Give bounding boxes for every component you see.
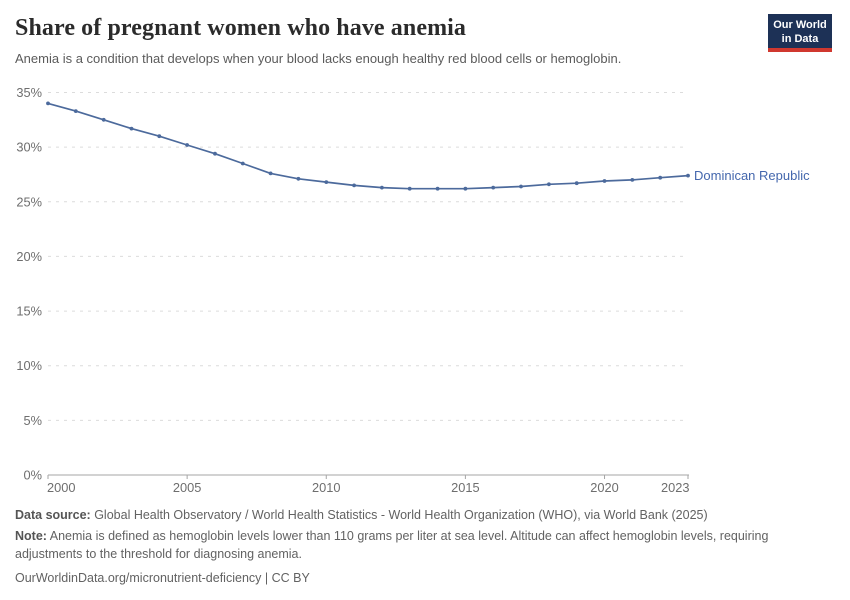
data-point-2020[interactable] xyxy=(602,179,607,183)
chart-header: Share of pregnant women who have anemia … xyxy=(15,15,755,66)
y-tick-label-0: 0% xyxy=(24,468,43,483)
note-line: Note: Anemia is defined as hemoglobin le… xyxy=(15,528,823,563)
data-point-2017[interactable] xyxy=(519,184,523,189)
data-point-2016[interactable] xyxy=(491,185,496,190)
data-point-2015[interactable] xyxy=(463,186,468,191)
data-point-2003[interactable] xyxy=(129,126,134,131)
y-tick-label-20: 20% xyxy=(16,249,42,264)
owid-logo: Our World in Data xyxy=(768,14,832,52)
data-point-2008[interactable] xyxy=(268,171,273,176)
data-point-2009[interactable] xyxy=(296,176,301,181)
data-point-2002[interactable] xyxy=(101,117,106,122)
x-tick-label-2020: 2020 xyxy=(590,480,618,495)
series-line[interactable] xyxy=(47,102,689,190)
data-point-2010[interactable] xyxy=(324,180,329,184)
x-tick-label-2023: 2023 xyxy=(661,480,689,495)
note-text: Anemia is defined as hemoglobin levels l… xyxy=(15,529,769,561)
y-tick-label-15: 15% xyxy=(16,304,42,319)
data-point-2023[interactable] xyxy=(686,173,690,178)
x-tick-label-2000: 2000 xyxy=(47,480,75,495)
data-point-2013[interactable] xyxy=(407,186,412,191)
chart-footer: Data source: Global Health Observatory /… xyxy=(15,507,823,591)
x-tick-label-2010: 2010 xyxy=(312,480,340,495)
data-point-2011[interactable] xyxy=(352,183,356,188)
y-tick-label-5: 5% xyxy=(24,413,43,428)
page-title: Share of pregnant women who have anemia xyxy=(15,15,467,41)
data-point-2004[interactable] xyxy=(157,134,162,139)
note-label: Note: xyxy=(15,529,47,544)
y-tick-label-35: 35% xyxy=(16,85,42,100)
y-tick-label-30: 30% xyxy=(16,140,42,155)
data-point-2022[interactable] xyxy=(658,175,663,180)
data-point-2006[interactable] xyxy=(213,151,217,156)
y-tick-label-25: 25% xyxy=(16,194,42,209)
data-source-text: Global Health Observatory / World Health… xyxy=(90,508,708,522)
data-source-line: Data source: Global Health Observatory /… xyxy=(15,507,823,524)
data-point-2012[interactable] xyxy=(380,185,384,190)
citation-line: OurWorldinData.org/micronutrient-deficie… xyxy=(15,570,310,585)
chart-subtitle: Anemia is a condition that develops when… xyxy=(15,51,622,66)
line-chart-svg: 0% 5% 10% 15% 20% 25% 30% 35% 2000 2005 2010 2015 20… xyxy=(16,85,810,495)
data-point-2019[interactable] xyxy=(574,181,579,186)
data-point-2018[interactable] xyxy=(547,182,551,187)
data-point-2007[interactable] xyxy=(240,161,245,166)
x-tick-label-2015: 2015 xyxy=(451,480,479,495)
data-point-2001[interactable] xyxy=(73,109,78,113)
line-chart-canvas[interactable]: 0% 5% 10% 15% 20% 25% 30% 35% 2000 2005 2010 2015 20… xyxy=(0,85,850,500)
x-tick-label-2005: 2005 xyxy=(173,480,201,495)
data-point-2021[interactable] xyxy=(630,178,635,182)
owid-logo-line2: in Data xyxy=(781,33,819,46)
data-point-2005[interactable] xyxy=(185,143,190,147)
data-source-label: Data source: xyxy=(15,508,91,522)
series-label[interactable]: Dominican Republic xyxy=(694,168,810,183)
owid-logo-line1: Our World xyxy=(773,19,827,31)
data-point-2014[interactable] xyxy=(435,186,440,191)
data-point-2000[interactable] xyxy=(46,101,50,106)
y-tick-label-10: 10% xyxy=(16,358,42,373)
